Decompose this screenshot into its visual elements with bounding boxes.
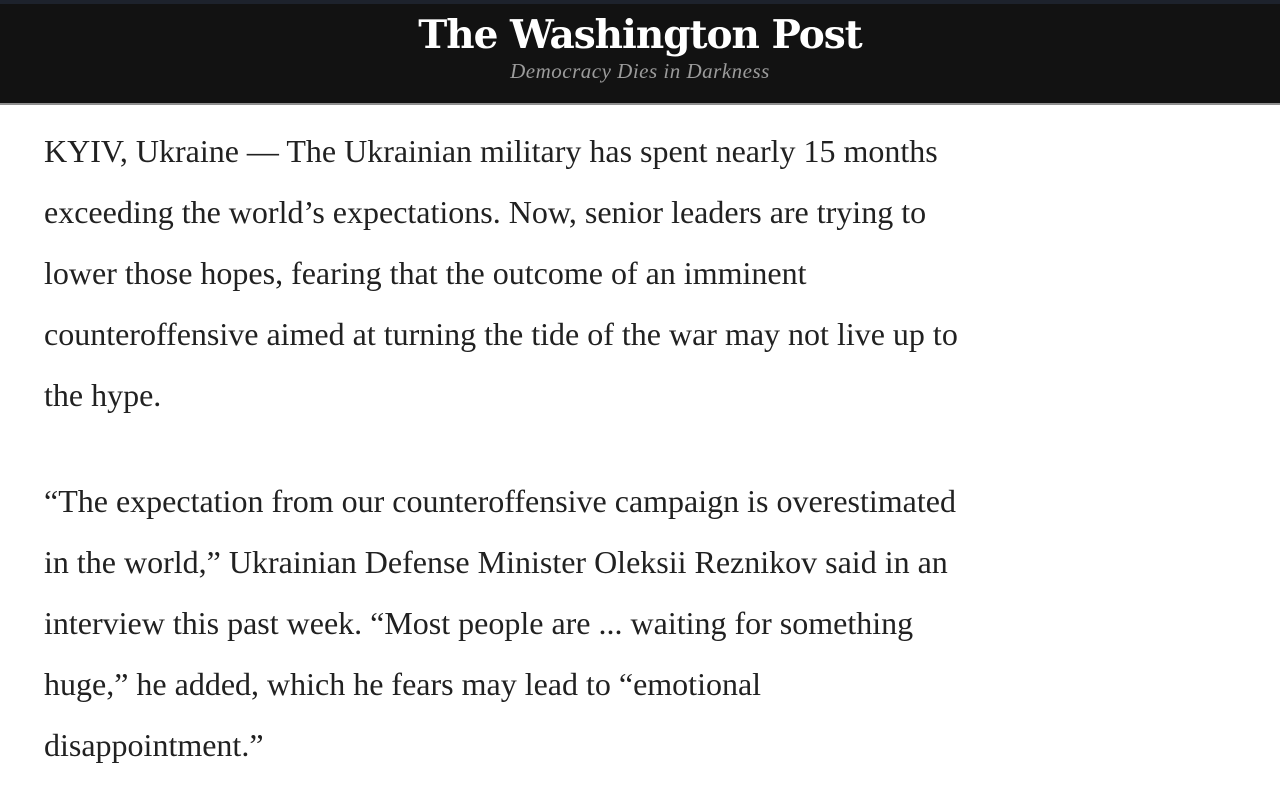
washington-post-logo[interactable]: The Washington Post — [418, 12, 862, 58]
article-body: KYIV, Ukraine — The Ukrainian military h… — [0, 105, 1280, 776]
article-paragraph-2: “The expectation from our counteroffensi… — [44, 483, 956, 763]
masthead: The Washington Post Democracy Dies in Da… — [0, 0, 1280, 105]
masthead-tagline: Democracy Dies in Darkness — [510, 59, 770, 83]
article-paragraph-1: KYIV, Ukraine — The Ukrainian military h… — [44, 133, 958, 413]
top-accent-bar — [0, 0, 1280, 4]
